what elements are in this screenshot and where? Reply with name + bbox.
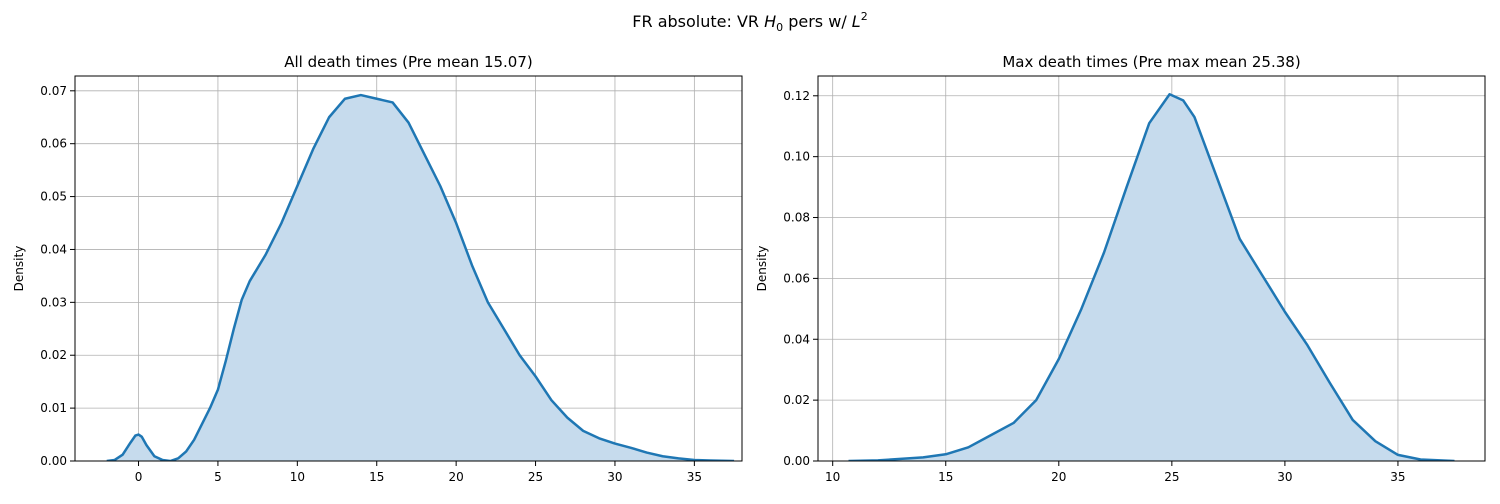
- y-tick-label: 0.04: [40, 242, 67, 256]
- x-tick-label: 25: [1164, 470, 1179, 484]
- chart-title: All death times (Pre mean 15.07): [284, 53, 533, 71]
- x-tick-label: 5: [214, 470, 222, 484]
- y-tick-label: 0.07: [40, 84, 67, 98]
- y-tick-label: 0.05: [40, 190, 67, 204]
- y-tick-label: 0.03: [40, 295, 67, 309]
- x-tick-label: 20: [1051, 470, 1066, 484]
- suptitle-symbol: H: [764, 12, 776, 31]
- x-tick-label: 30: [607, 470, 622, 484]
- suptitle-mid: pers w/: [783, 12, 852, 31]
- chart-panel-max-death-times: 10 15 20 25 30 35 0.00 0.02 0.04 0.06 0.08 0.10 0.12…: [755, 53, 1486, 484]
- y-tick-label: 0.12: [783, 89, 810, 103]
- axes-frame: [817, 75, 1486, 462]
- x-tick-label: 15: [938, 470, 953, 484]
- suptitle-symbol2: L: [852, 12, 861, 31]
- density-area-fill: [106, 95, 735, 461]
- suptitle-prefix: FR absolute: VR: [632, 12, 764, 31]
- x-tick-label: 0: [135, 470, 143, 484]
- y-tick-label: 0.00: [40, 454, 67, 468]
- x-tick-label: 15: [369, 470, 384, 484]
- axes-frame: [74, 75, 743, 462]
- x-tick-label: 35: [687, 470, 702, 484]
- suptitle-superscript: 2: [861, 10, 868, 23]
- density-curve-line: [106, 93, 735, 461]
- x-tick-label: 20: [449, 470, 464, 484]
- y-tick-label: 0.10: [783, 150, 810, 164]
- density-curve-line: [848, 93, 1455, 461]
- y-tick-label: 0.06: [783, 271, 810, 285]
- chart-panel-all-death-times: 0 5 10 15 20 25 30 35 0.00 0.01 0.02 0.03 0.04 0.05 0.…: [12, 53, 743, 484]
- y-tick-label: 0.02: [40, 348, 67, 362]
- y-tick-label: 0.04: [783, 332, 810, 346]
- figure-suptitle: FR absolute: VR H0 pers w/ L2: [632, 10, 867, 34]
- x-tick-label: 10: [290, 470, 305, 484]
- chart-title: Max death times (Pre max mean 25.38): [1002, 53, 1300, 71]
- x-tick-label: 35: [1390, 470, 1405, 484]
- y-axis-label: Density: [12, 246, 26, 292]
- x-tick-label: 10: [825, 470, 840, 484]
- x-tick-label: 30: [1277, 470, 1292, 484]
- y-axis-label: Density: [755, 246, 769, 292]
- y-tick-label: 0.06: [40, 137, 67, 151]
- y-tick-label: 0.08: [783, 211, 810, 225]
- x-tick-label: 25: [528, 470, 543, 484]
- y-tick-label: 0.01: [40, 401, 67, 415]
- y-tick-label: 0.00: [783, 454, 810, 468]
- density-area-fill: [848, 94, 1455, 461]
- suptitle-subscript: 0: [776, 21, 783, 34]
- y-tick-label: 0.02: [783, 393, 810, 407]
